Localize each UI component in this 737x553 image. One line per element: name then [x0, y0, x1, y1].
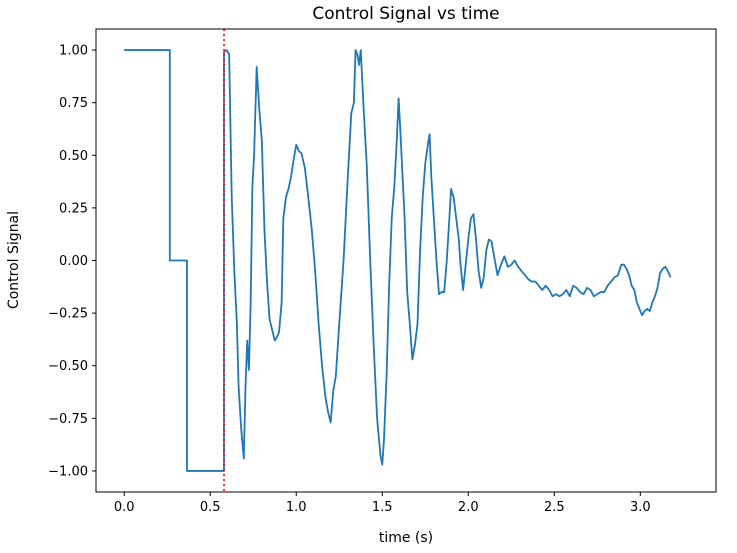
y-axis-ticks: 1.00 0.75 0.50 0.25 0.00 −0.25 −0.50 −0.75 −1.00 — [48, 44, 96, 479]
plot-frame — [95, 28, 717, 493]
x-tick-label: 2.5 — [544, 500, 565, 515]
chart-title: Control Signal vs time — [312, 4, 499, 24]
y-tick-label: −0.50 — [48, 359, 88, 374]
y-tick-label: −0.25 — [48, 307, 88, 322]
y-tick-label: −0.75 — [48, 412, 88, 427]
y-tick-label: −1.00 — [48, 464, 88, 479]
x-axis-ticks: 0.0 0.5 1.0 1.5 2.0 2.5 3.0 — [114, 492, 651, 515]
x-tick-label: 1.0 — [286, 500, 307, 515]
x-tick-label: 1.5 — [372, 500, 393, 515]
y-tick-label: 0.75 — [59, 96, 88, 111]
y-axis-label: Control Signal — [6, 211, 22, 309]
x-tick-label: 3.0 — [630, 500, 651, 515]
x-axis-label: time (s) — [379, 530, 433, 546]
x-tick-label: 0.0 — [114, 500, 135, 515]
y-tick-label: 0.00 — [59, 254, 88, 269]
series-layer — [124, 49, 672, 472]
y-tick-label: 1.00 — [59, 44, 88, 59]
y-tick-label: 0.25 — [59, 201, 88, 216]
series-line — [124, 49, 672, 472]
y-tick-label: 0.50 — [59, 149, 88, 164]
x-tick-label: 0.5 — [200, 500, 221, 515]
x-tick-label: 2.0 — [458, 500, 479, 515]
